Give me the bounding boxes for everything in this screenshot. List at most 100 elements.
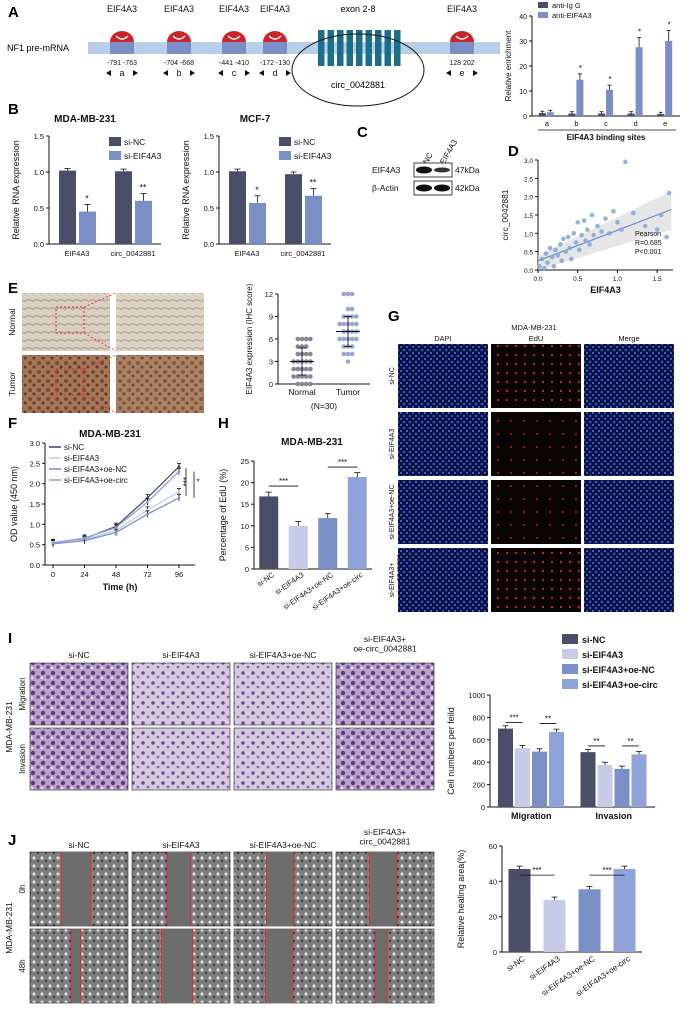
site-letter: e — [459, 68, 464, 78]
scatter-point — [630, 210, 636, 216]
site-letter: d — [272, 68, 277, 78]
y-axis-label: Cell numbers per feild — [446, 707, 456, 795]
site-arrow-left — [259, 70, 264, 76]
legend-swatch — [562, 649, 578, 659]
scatter-point — [623, 159, 628, 165]
stat-label: P<0.001 — [635, 249, 661, 256]
y-tick-label: 1.0 — [30, 520, 40, 529]
grid-row-label: si-NC — [389, 367, 396, 385]
transwell-image — [233, 662, 333, 726]
wound-gap — [61, 852, 91, 926]
series-point — [146, 512, 149, 516]
panel-letter-i: I — [8, 630, 12, 647]
scatter-point — [587, 242, 592, 247]
zoom-line — [83, 354, 117, 370]
scatter-point — [555, 253, 561, 258]
y-axis-label: EIF4A3 expression (IHC score) — [245, 283, 254, 394]
y-tick-label: 0 — [523, 114, 527, 121]
ihc-score-dot — [291, 366, 296, 372]
ihc-score-dot — [299, 381, 305, 387]
x-tick-label: 0.0 — [533, 276, 542, 283]
x-tick-label: 0 — [51, 570, 55, 579]
site-position-label: 128 202 — [449, 60, 474, 67]
significance-mark: * — [668, 21, 671, 30]
grid-row-label: 0h — [18, 885, 27, 894]
significance-mark: * — [255, 185, 259, 195]
merge-image — [584, 344, 674, 408]
eif4a3-label: EIF4A3 — [260, 4, 290, 14]
blot-row-label: EIF4A3 — [372, 165, 401, 175]
eif4a3-protein-shape — [167, 31, 191, 42]
scatter-point — [589, 212, 595, 218]
wound-image-grid: si-NC si-EIF4A3 si-EIF4A3+oe-NC si-EIF4A3+ c… — [4, 827, 435, 1004]
y-tick-label: 1.0 — [524, 231, 533, 238]
chart-f-line: MDA-MB-231 0.0 0.5 1.0 1.5 2.0 2.5 3.0 OD value … — [9, 429, 200, 592]
pre-mrna-bar — [88, 42, 500, 54]
significance-mark: *** — [279, 477, 288, 486]
ihc-score-dot — [308, 336, 313, 342]
scatter-point — [543, 251, 549, 256]
x-tick-label: e — [663, 119, 667, 128]
ihc-score-dot — [341, 321, 347, 327]
blot-row-label: β-Actin — [372, 183, 399, 193]
x-axis-label: (N=30) — [311, 401, 337, 411]
y-tick-label: 2.5 — [524, 176, 533, 183]
y-axis-label: OD value (450 nm) — [9, 466, 19, 542]
y-axis-label: Relative healing area(%) — [456, 850, 466, 949]
x-tick-label: Normal — [288, 387, 316, 397]
site-arrow-right — [245, 70, 250, 76]
scatter-point — [595, 223, 600, 229]
y-axis-label: Relative RNA expression — [11, 140, 21, 240]
x-tick-label: 1.5 — [653, 276, 662, 283]
series-point — [114, 526, 118, 529]
merge-image — [584, 412, 674, 476]
site-position-label: -441 -410 — [219, 60, 249, 67]
y-tick-label: 0 — [493, 948, 497, 957]
series-point — [177, 465, 181, 468]
grid-column-label: si-EIF4A3 — [162, 840, 200, 850]
transwell-image — [233, 727, 333, 791]
series-point — [83, 536, 86, 540]
blot-band — [434, 167, 450, 173]
eif4a3-protein-shape — [222, 31, 246, 42]
significance-mark: ** — [627, 737, 633, 746]
site-arrow-right — [133, 70, 138, 76]
y-tick-label: 0.0 — [204, 240, 214, 249]
y-tick-label: 6 — [269, 335, 273, 344]
scatter-point — [611, 209, 616, 214]
x-tick-label: EIF4A3 — [234, 249, 259, 258]
x-tick-label: si-EIF4A3+oe-NC — [281, 570, 335, 612]
bar-anti-ig-g-d — [627, 113, 635, 116]
bar-si-eif4a3-oe-nc-migration — [532, 751, 547, 807]
x-tick-label: si-EIF4A3+oe-circ — [310, 570, 364, 612]
merge-image — [584, 480, 674, 544]
x-axis-label: EIF4A3 binding sites — [567, 133, 646, 142]
x-tick-label: circ_0042881 — [280, 249, 325, 258]
legend-swatch — [109, 137, 121, 146]
legend-label: si-NC — [582, 635, 606, 645]
scatter-point — [615, 220, 620, 225]
ihc-score-dot — [299, 336, 305, 342]
legend-label: si-EIF4A3+oe-NC — [64, 465, 127, 474]
bar-si-nc-migration — [498, 728, 513, 807]
y-tick-label: 30 — [519, 39, 527, 46]
grid-title: MDA-MB-231 — [511, 323, 556, 332]
scatter-point — [557, 242, 563, 247]
blot-band — [416, 184, 432, 192]
y-tick-label: 800 — [472, 713, 485, 722]
ihc-score-dot — [345, 359, 351, 364]
bar-si-eif4a3-oe-circ — [613, 868, 636, 952]
site-arrow-left — [163, 70, 168, 76]
wound-gap — [375, 929, 387, 1003]
y-tick-label: 12 — [265, 290, 273, 299]
y-tick-label: 0.5 — [204, 204, 214, 213]
legend-label: anti-Ig G — [552, 1, 581, 10]
exon-label: exon 2-8 — [340, 4, 375, 14]
site-position-label: -172 -130 — [260, 60, 290, 67]
bar-si-nc-eif4a3 — [229, 171, 246, 244]
chart-b-mda: MDA-MB-231 0.0 0.5 1.0 1.5 Relative RNA expre… — [11, 114, 162, 258]
eif4a3-protein-mark — [115, 35, 129, 40]
ihc-score-dot — [308, 374, 313, 379]
ihc-row-label: Normal — [7, 308, 17, 336]
